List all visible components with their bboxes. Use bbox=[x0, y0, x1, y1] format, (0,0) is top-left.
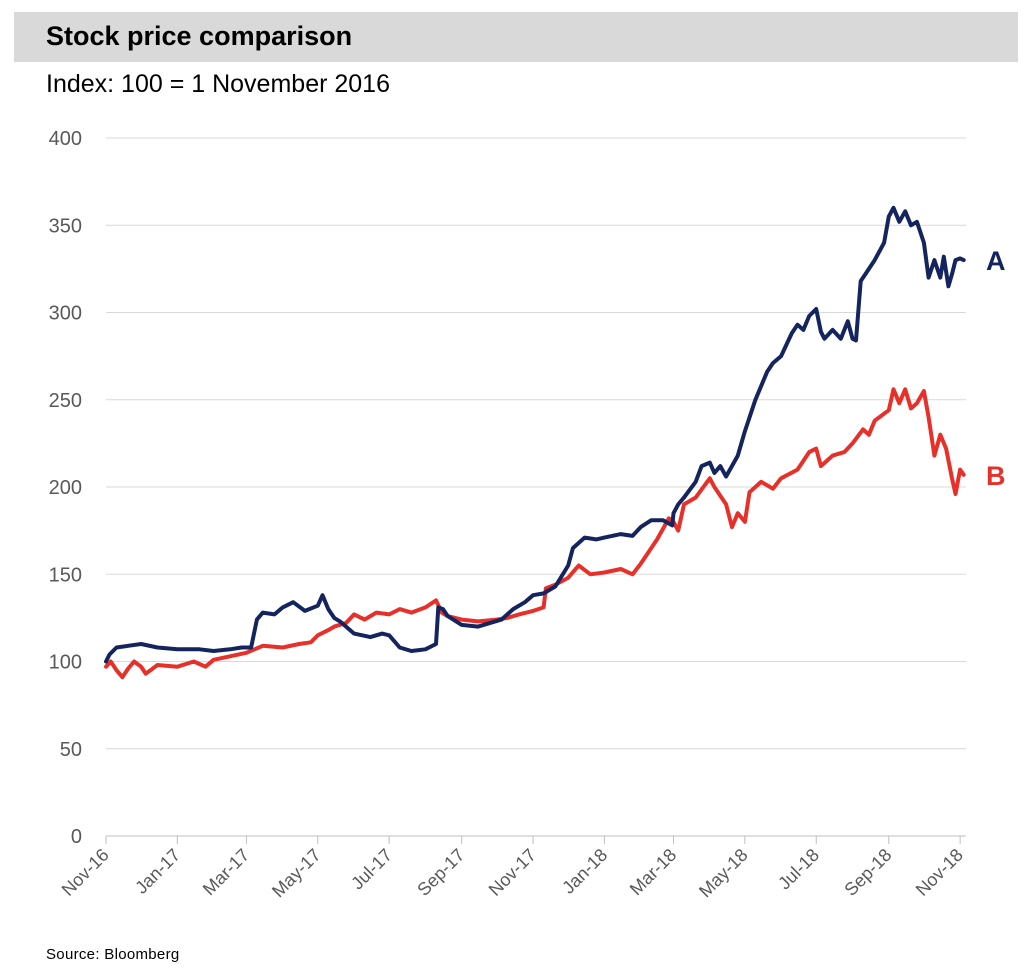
y-tick-label: 350 bbox=[49, 215, 82, 237]
chart-subtitle: Index: 100 = 1 November 2016 bbox=[46, 70, 390, 98]
title-bar: Stock price comparison bbox=[14, 12, 1018, 62]
series-label-a: A bbox=[986, 246, 1006, 276]
y-tick-label: 150 bbox=[49, 564, 82, 586]
x-tick-label: Mar-17 bbox=[199, 845, 253, 899]
y-tick-label: 250 bbox=[49, 390, 82, 412]
line-chart: 0 50 100 150 200 250 300 350 400 Nov-16 Jan-17 Mar-… bbox=[49, 128, 1006, 902]
x-tick-label: Jan-17 bbox=[131, 845, 184, 898]
x-tick-label: Sep-18 bbox=[840, 845, 895, 900]
y-tick-label: 50 bbox=[60, 739, 82, 761]
series-line-b bbox=[104, 387, 966, 680]
x-tick-label: Nov-16 bbox=[58, 845, 113, 900]
x-tick-label: May-18 bbox=[695, 845, 752, 902]
x-tick-label: Jan-18 bbox=[558, 845, 611, 898]
x-tick-label: Jul-18 bbox=[774, 845, 823, 894]
y-tick-label: 200 bbox=[49, 477, 82, 499]
x-tick-label: Mar-18 bbox=[626, 845, 680, 899]
x-tick-label: Nov-17 bbox=[485, 845, 540, 900]
y-tick-label: 100 bbox=[49, 652, 82, 674]
chart-title: Stock price comparison bbox=[46, 21, 353, 51]
series-label-b: B bbox=[986, 461, 1006, 491]
source-note: Source: Bloomberg bbox=[46, 946, 180, 963]
y-tick-label: 300 bbox=[49, 303, 82, 325]
x-tick-label: Sep-17 bbox=[413, 845, 468, 900]
x-tick-label: May-17 bbox=[268, 845, 325, 902]
y-tick-label: 0 bbox=[71, 826, 82, 848]
x-tick-label: Jul-17 bbox=[347, 845, 396, 894]
series-line-a bbox=[104, 205, 966, 664]
y-tick-label: 400 bbox=[49, 128, 82, 150]
x-tick-label: Nov-18 bbox=[912, 845, 967, 900]
